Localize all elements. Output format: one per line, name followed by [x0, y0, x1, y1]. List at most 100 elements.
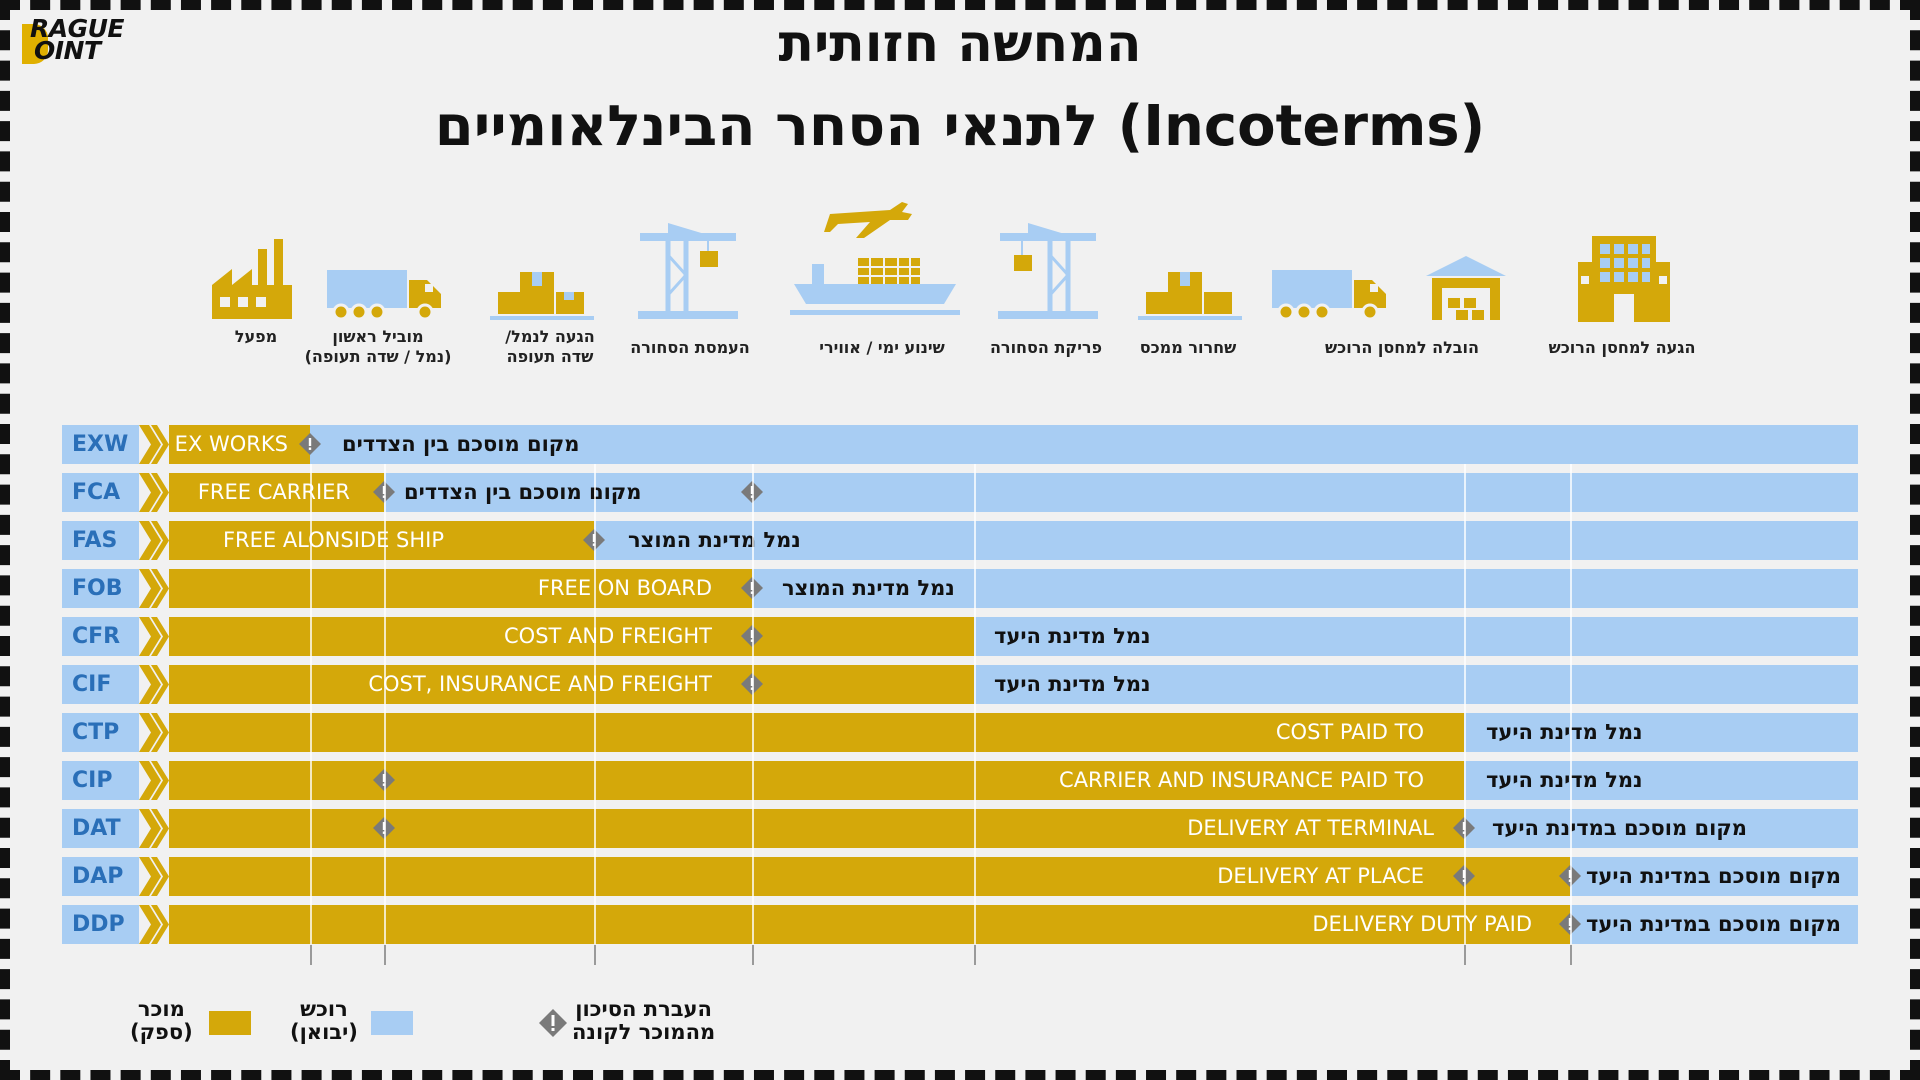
stage-label: פריקת הסחורה — [989, 338, 1103, 357]
stage-label: מפעל — [234, 327, 278, 346]
incoterm-row: CIF COST, INSURANCE AND FREIGHT נמל מדינת … — [62, 665, 1858, 704]
chevron-icon — [139, 521, 169, 560]
seller-responsibility-bar — [169, 857, 1570, 896]
incoterm-name: FREE ALONSIDE SHIP — [222, 528, 444, 552]
truck-icon — [1272, 270, 1386, 321]
stage-tick — [384, 945, 386, 965]
stage-divider — [752, 464, 754, 944]
incoterm-name: COST AND FREIGHT — [504, 624, 712, 648]
crane-icon — [998, 223, 1098, 319]
chevron-icon — [139, 569, 169, 608]
chevron-icon — [139, 665, 169, 704]
stage-divider — [974, 464, 976, 944]
delivery-place: נמל מדינת המוצר — [628, 528, 801, 552]
buyer-responsibility-bar — [169, 473, 1858, 512]
incoterm-row: FAS FREE ALONSIDE SHIP נמל מדינת המוצר — [62, 521, 1858, 560]
chevron-icon — [139, 905, 169, 944]
chevron-icon — [139, 473, 169, 512]
seller-responsibility-bar — [169, 521, 594, 560]
seller-responsibility-bar — [169, 713, 1464, 752]
incoterm-row: DDP DELIVERY DUTY PAID מקום מוסכם במדינת ה… — [62, 905, 1858, 944]
incoterm-row: DAP DELIVERY AT PLACE מקום מוסכם במדינת הי… — [62, 857, 1858, 896]
incoterm-row: CTP COST PAID TO נמל מדינת היעד — [62, 713, 1858, 752]
legend-buyer-label: רוכש (יבואן) — [290, 997, 358, 1044]
legend-seller-label: מוכר (ספק) — [130, 997, 193, 1044]
title-line-1: המחשה חזותית — [778, 14, 1142, 74]
delivery-place: נמל מדינת היעד — [994, 672, 1151, 696]
stage-label: מוביל ראשון (נמל / שדה תעופה) — [304, 327, 452, 366]
incoterm-name: COST PAID TO — [1275, 720, 1424, 744]
delivery-place: מקום מוסכם בין הצדדים — [404, 480, 642, 504]
incoterm-row: EXW EX WORKS מקום מוסכם בין הצדדים — [62, 425, 1858, 464]
delivery-place: מקום מוסכם במדינת היעד — [1586, 912, 1841, 936]
logo-line-2: OINT — [34, 36, 101, 65]
incoterm-code: FCA — [62, 473, 140, 512]
stage-divider — [384, 464, 386, 944]
incoterm-code: DAP — [62, 857, 140, 896]
seller-responsibility-bar — [169, 905, 1570, 944]
risk-transfer-icon — [299, 433, 321, 455]
incoterm-code: DDP — [62, 905, 140, 944]
seller-responsibility-bar — [169, 425, 310, 464]
stage-tick — [310, 945, 312, 965]
incoterm-name: EX WORKS — [174, 432, 288, 456]
incoterm-code: CTP — [62, 713, 140, 752]
logo-line-1: RAGUE — [30, 14, 125, 43]
incoterm-row: FCA FREE CARRIER מקום מוסכם בין הצדדים — [62, 473, 1858, 512]
stage-label: הגעה לנמל/שדה תעופה — [505, 327, 595, 366]
seller-responsibility-bar — [169, 473, 384, 512]
delivery-place: נמל מדינת היעד — [994, 624, 1151, 648]
risk-transfer-icon — [539, 1009, 567, 1037]
warehouse-icon — [1426, 256, 1506, 320]
incoterm-row: FOB FREE ON BOARD נמל מדינת המוצר — [62, 569, 1858, 608]
incoterm-name: FREE CARRIER — [197, 480, 350, 504]
incoterm-code: EXW — [62, 425, 140, 464]
delivery-place: מקום מוסכם בין הצדדים — [342, 432, 580, 456]
stage-label: העמסת הסחורה — [630, 338, 750, 357]
incoterm-row: CIP CARRIER AND INSURANCE PAID TO נמל מדינ… — [62, 761, 1858, 800]
stage-tick — [594, 945, 596, 965]
crane-icon — [638, 223, 738, 319]
seller-responsibility-bar — [169, 617, 974, 656]
incoterm-name: COST, INSURANCE AND FREIGHT — [368, 672, 712, 696]
stage-divider — [1464, 464, 1466, 944]
truck-icon — [327, 270, 441, 321]
incoterm-code: CIF — [62, 665, 140, 704]
stage-divider — [594, 464, 596, 944]
incoterm-name: CARRIER AND INSURANCE PAID TO — [1059, 768, 1424, 792]
legend-risk-label: העברת הסיכון מהמוכר לקונה — [572, 997, 716, 1044]
incoterm-name: DELIVERY AT PLACE — [1217, 864, 1424, 888]
chevron-icon — [139, 809, 169, 848]
legend-buyer-swatch — [371, 1011, 413, 1035]
incoterm-code: DAT — [62, 809, 140, 848]
seller-responsibility-bar — [169, 569, 752, 608]
stage-tick — [1464, 945, 1466, 965]
delivery-place: מקום מוסכם במדינת היעד — [1492, 816, 1747, 840]
legend-seller-swatch — [209, 1011, 251, 1035]
stage-tick — [974, 945, 976, 965]
delivery-place: מקום מוסכם במדינת היעד — [1586, 864, 1841, 888]
incoterm-code: CFR — [62, 617, 140, 656]
incoterm-name: DELIVERY AT TERMINAL — [1187, 816, 1434, 840]
incoterm-code: FAS — [62, 521, 140, 560]
chevron-icon — [139, 617, 169, 656]
stage-label: שחרור ממכס — [1139, 338, 1237, 357]
factory-icon — [212, 239, 292, 319]
ship-plane-icon — [790, 202, 960, 315]
incoterm-row: CFR COST AND FREIGHT נמל מדינת היעד — [62, 617, 1858, 656]
stage-tick — [752, 945, 754, 965]
logo: RAGUE OINT — [20, 14, 125, 65]
seller-responsibility-bar — [169, 665, 974, 704]
incoterm-name: DELIVERY DUTY PAID — [1312, 912, 1532, 936]
chevron-icon — [139, 857, 169, 896]
stage-divider — [310, 464, 312, 944]
buyer-responsibility-bar — [169, 425, 1858, 464]
title-line-2: לתנאי הסחר הבינלאומיים (Incoterms) — [434, 94, 1486, 159]
incoterm-row: DAT DELIVERY AT TERMINAL מקום מוסכם במדינת… — [62, 809, 1858, 848]
stage-label: הובלה למחסן הרוכש — [1325, 338, 1479, 357]
chevron-icon — [139, 761, 169, 800]
stage-label: שינוע ימי / אווירי — [819, 338, 945, 357]
stage-tick — [1570, 945, 1572, 965]
delivery-place: נמל מדינת המוצר — [782, 576, 955, 600]
delivery-place: נמל מדינת היעד — [1486, 768, 1643, 792]
